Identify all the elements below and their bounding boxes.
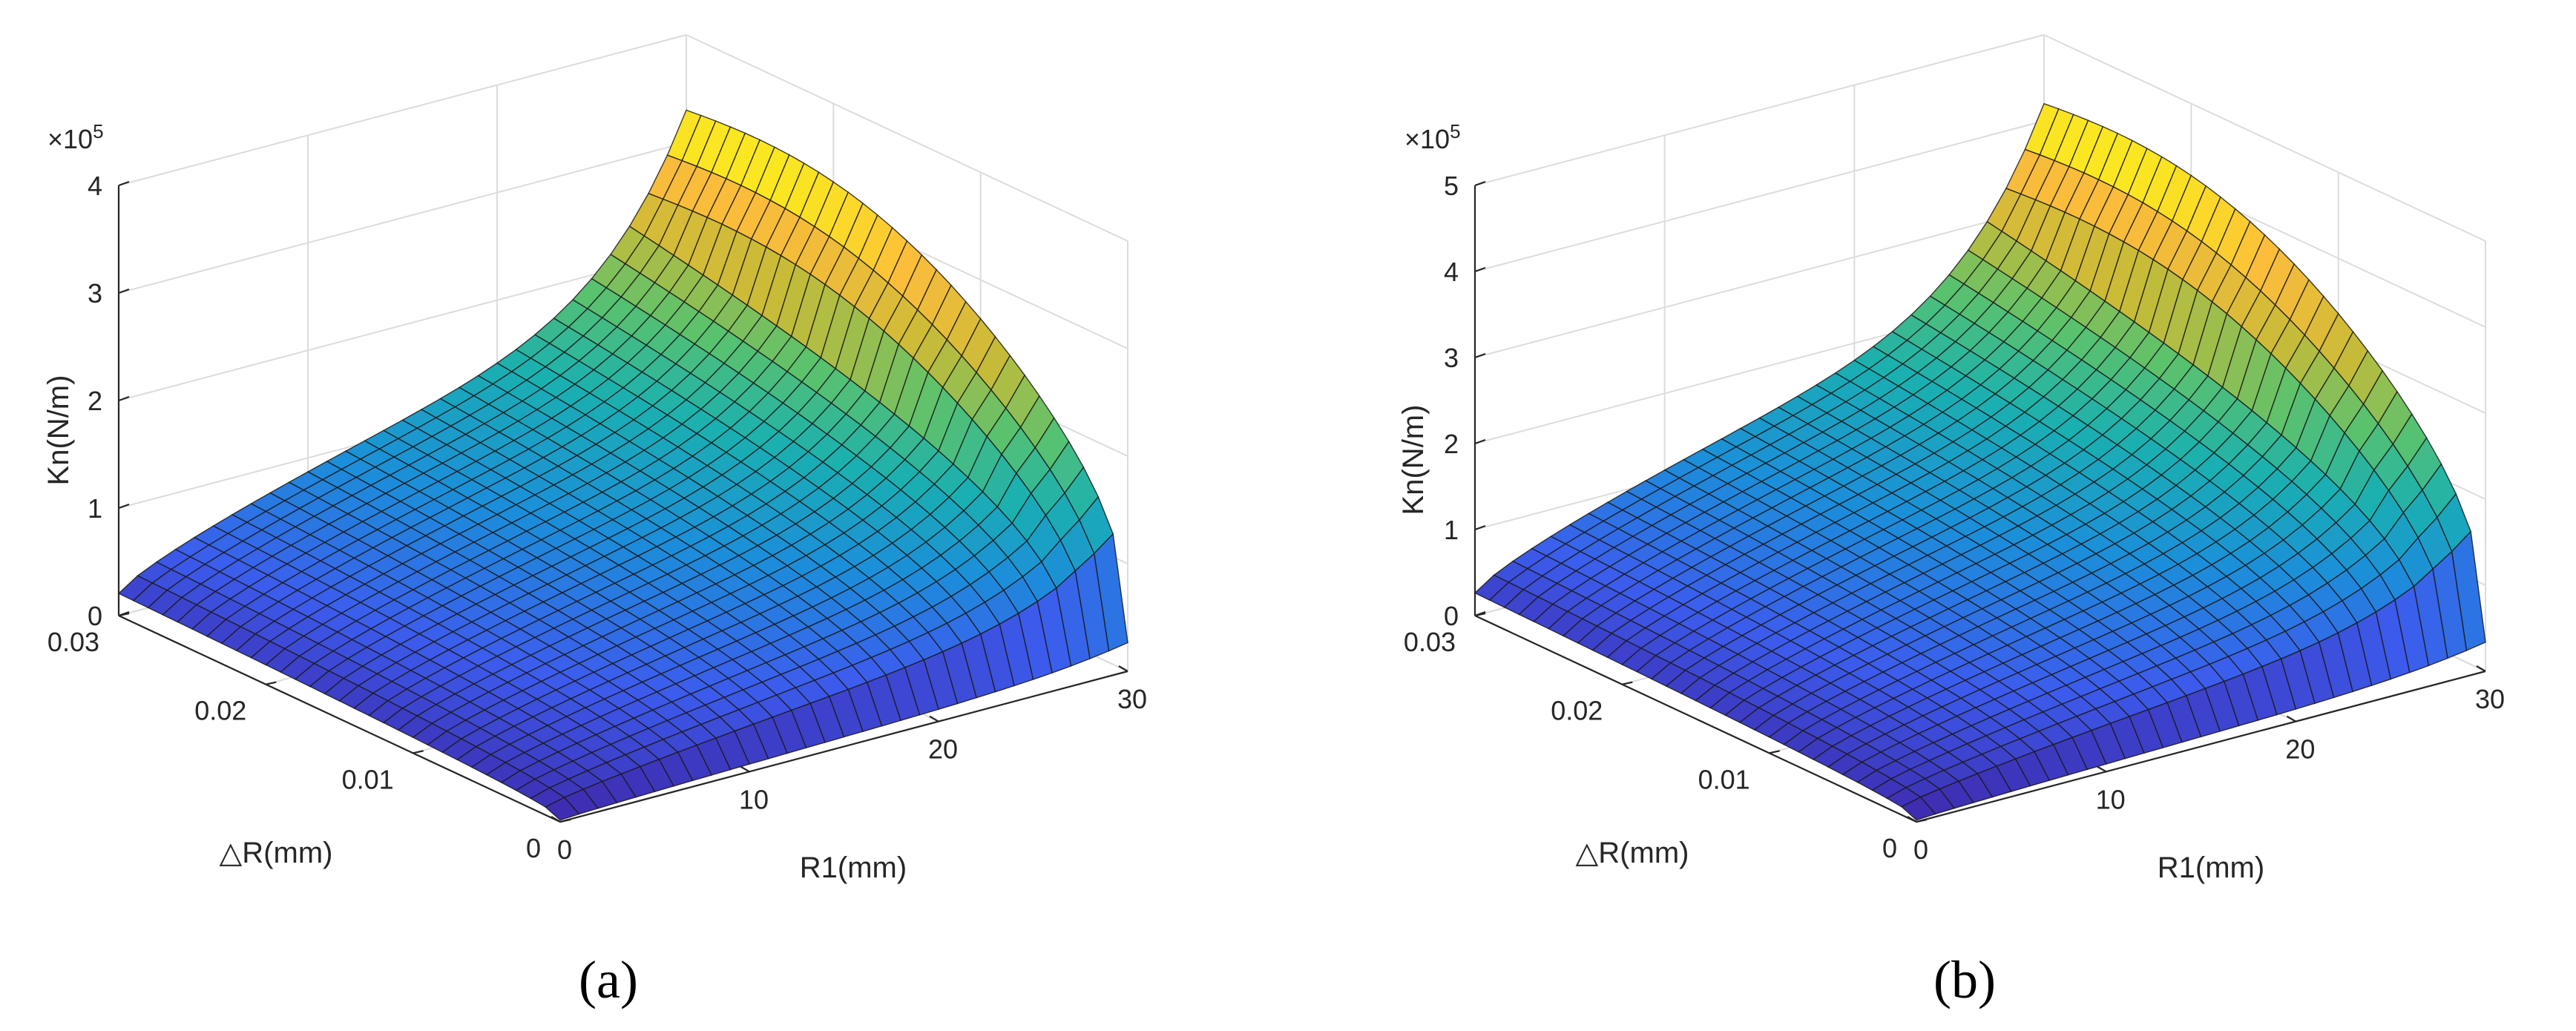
x-tick-label: 0 [1913,834,1928,865]
surface-plot [1473,102,2486,821]
panel-a: 0 1 2 3 4 0 10 20 30 0 0.01 0.02 0.03 Kn(N/m) R1(mm)… [42,34,1147,1009]
axes-box [1473,180,2486,823]
y-tick-label: 0 [1882,833,1897,863]
y-tick-label: 0.01 [342,764,394,794]
y-tick-mark [1474,612,1486,617]
grid-line [686,34,1128,242]
x-axis-label: R1(mm) [800,852,907,884]
z-tick-label: 4 [1444,257,1459,287]
y-tick-mark [1769,750,1780,754]
y-tick-mark [1916,818,1928,823]
z-tick-label: 0 [1444,601,1459,631]
grid-line [118,34,687,186]
x-tick-mark [551,816,561,823]
grid-line [1474,206,2045,358]
z-axis-label: Kn(N/m) [42,375,75,486]
x-tick-mark [1907,816,1917,823]
x-axis-line [559,670,1128,823]
z-tick-label: 5 [1444,171,1459,201]
z-tick-mark [1474,438,1486,445]
y-tick-label: 0 [526,833,541,863]
z-tick-mark [1474,524,1486,531]
x-tick-label: 20 [2285,734,2315,765]
z-tick-mark [118,503,130,510]
y-tick-mark [559,818,571,823]
z-exponent-label: ×105 [1404,120,1461,154]
surface-plot [117,109,1128,821]
z-tick-mark [1474,352,1486,359]
tick-labels: 0 1 2 3 4 5 0 10 20 30 0 0.01 0.02 0.03 [1404,171,2505,865]
y-axis-label: △R(mm) [1576,837,1689,869]
x-tick-label: 20 [928,734,958,765]
y-axis-line [1474,615,1917,823]
y-tick-label: 0.02 [194,696,246,726]
y-tick-label: 0.01 [1698,764,1750,794]
z-tick-label: 0 [88,601,102,631]
y-tick-mark [1622,681,1633,685]
surface-patch [1900,796,1936,821]
z-exponent-label: ×105 [47,120,104,154]
x-axis-label: R1(mm) [2158,852,2264,884]
panel-caption: (a) [579,950,638,1009]
grid-line [1474,120,2045,272]
y-tick-label: 0.03 [47,627,99,657]
y-tick-label: 0.03 [1404,627,1456,657]
x-tick-mark [1118,665,1128,672]
grid-line [1474,34,2045,186]
x-tick-label: 30 [1117,684,1147,714]
z-tick-mark [118,395,130,402]
z-tick-label: 3 [1444,343,1459,373]
panel-caption: (b) [1933,950,1996,1009]
z-tick-mark [118,288,130,294]
grid-line [118,142,687,294]
z-tick-label: 4 [88,171,102,201]
x-tick-mark [929,715,939,722]
x-tick-label: 10 [2096,784,2126,814]
z-tick-mark [1474,266,1486,273]
y-axis-label: △R(mm) [220,837,333,869]
grid-line [118,249,687,401]
surface-patch [544,797,580,821]
x-tick-label: 0 [557,834,572,865]
x-tick-mark [2476,665,2486,672]
y-tick-mark [118,612,130,617]
y-axis-line [118,615,561,823]
z-axis-label: Kn(N/m) [1397,405,1430,516]
y-tick-label: 0.02 [1551,696,1603,726]
z-tick-mark [1474,180,1486,187]
x-tick-mark [740,765,750,773]
z-tick-mark [118,180,130,187]
z-tick-label: 1 [88,493,102,524]
grid-line [2043,34,2486,242]
panel-b: 0 1 2 3 4 5 0 10 20 30 0 0.01 0.02 0.03 Kn(N/m) R1(mm… [1397,34,2505,1009]
x-tick-label: 10 [739,784,769,814]
z-tick-label: 2 [88,386,102,416]
tick-labels: 0 1 2 3 4 0 10 20 30 0 0.01 0.02 0.03 [47,171,1147,865]
axes-box [117,180,1128,823]
z-tick-label: 1 [1444,515,1459,545]
y-tick-mark [266,681,277,685]
x-axis-line [1916,670,2486,823]
z-tick-label: 3 [88,278,102,309]
x-tick-mark [2286,715,2296,722]
x-tick-label: 30 [2475,684,2505,714]
x-tick-mark [2097,765,2107,773]
z-tick-label: 2 [1444,429,1459,459]
y-tick-mark [413,750,424,754]
